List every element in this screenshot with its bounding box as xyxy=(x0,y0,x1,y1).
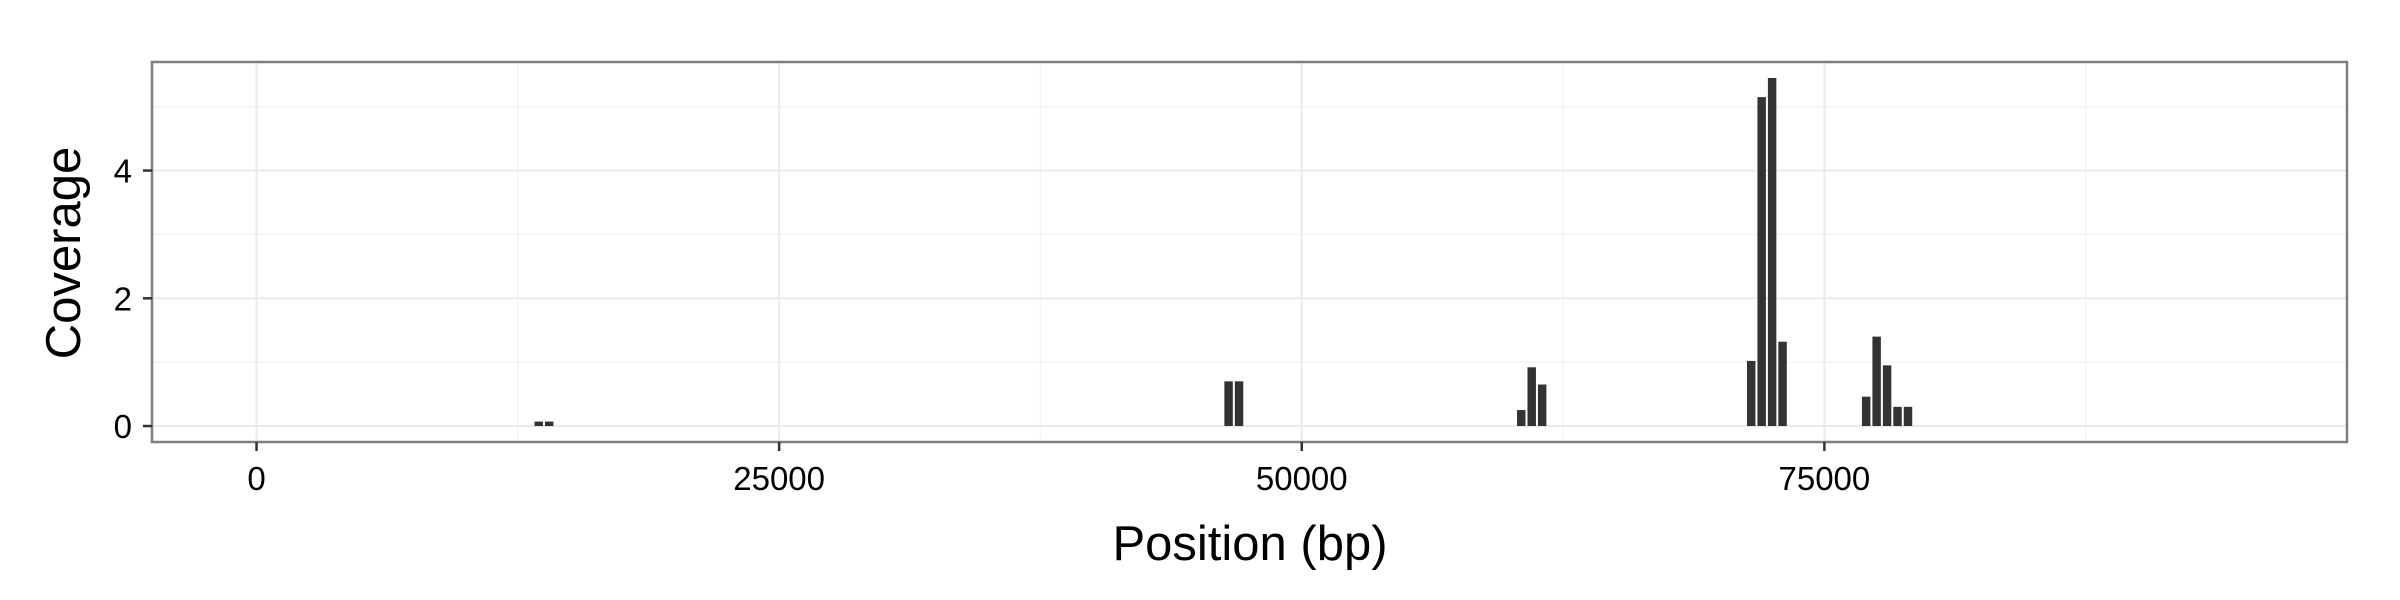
bars-layer xyxy=(534,77,1913,427)
coverage-bar xyxy=(1234,381,1244,427)
coverage-bar xyxy=(1903,406,1913,427)
panel-border xyxy=(150,60,2349,444)
coverage-bar xyxy=(1861,396,1871,427)
coverage-bar xyxy=(1872,336,1881,427)
y-tick-label: 0 xyxy=(114,408,132,445)
x-tick-label: 50000 xyxy=(1256,460,1348,497)
coverage-bar xyxy=(534,421,543,427)
ticks-layer: 0 25000 50000 75000 0 2 4 xyxy=(114,153,1871,497)
y-tick-label: 2 xyxy=(114,280,132,317)
y-tick-label: 4 xyxy=(114,153,132,190)
coverage-bar xyxy=(1893,406,1902,427)
coverage-bar xyxy=(544,421,554,427)
coverage-bar xyxy=(1778,341,1787,427)
x-tick-label: 0 xyxy=(247,460,265,497)
x-tick-label: 25000 xyxy=(733,460,825,497)
grid-layer xyxy=(152,62,2348,442)
coverage-bar xyxy=(1746,360,1756,427)
coverage-bar xyxy=(1882,365,1892,427)
coverage-bar xyxy=(1767,77,1777,427)
y-axis-title: Coverage xyxy=(37,147,91,359)
coverage-bar xyxy=(1517,410,1526,427)
x-tick-label: 75000 xyxy=(1778,460,1870,497)
coverage-bar xyxy=(1527,367,1536,427)
coverage-bar xyxy=(1757,97,1766,427)
x-axis-title: Position (bp) xyxy=(1112,517,1387,571)
coverage-bar xyxy=(1224,381,1233,427)
coverage-bar xyxy=(1537,384,1547,427)
